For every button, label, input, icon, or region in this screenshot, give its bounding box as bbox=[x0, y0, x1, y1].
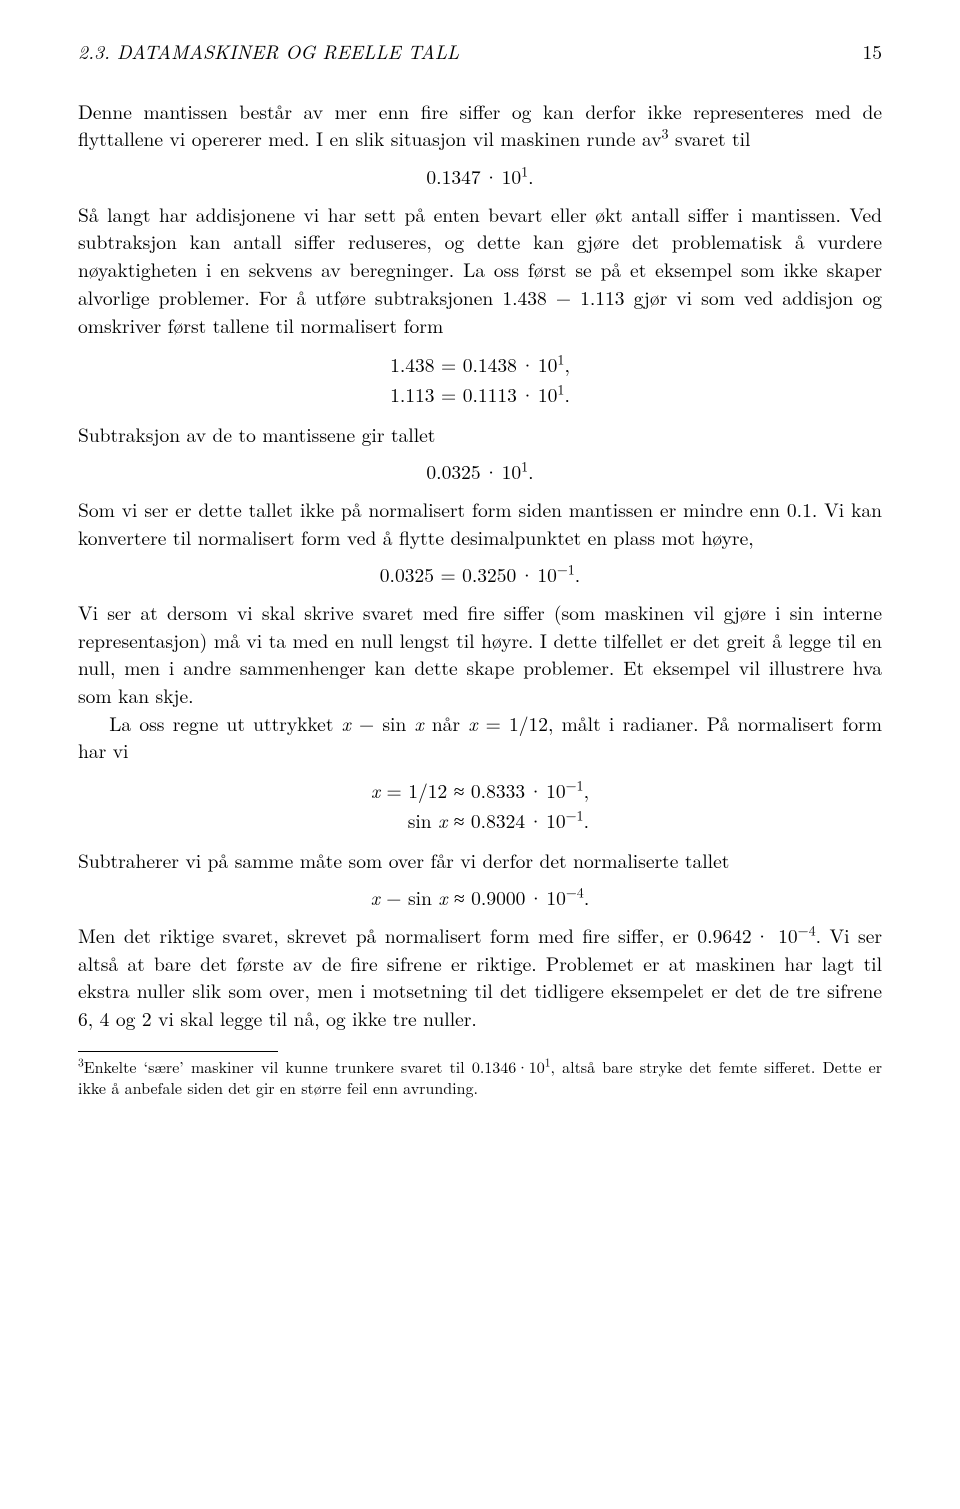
equation-block: x = 1/12 ≈ 0.8333·10−1, sin x ≈ 0.8324·1… bbox=[78, 775, 882, 836]
equation-block: 0.0325 = 0.3250·10−1. bbox=[78, 561, 882, 589]
text-run: La oss regne ut uttrykket bbox=[109, 709, 341, 737]
running-head-title: 2.3. DATAMASKINER OG REELLE TALL bbox=[78, 38, 459, 66]
footnote-marker: 3 bbox=[662, 124, 669, 144]
text-run: svaret til bbox=[669, 124, 751, 152]
equation: 0.0325·101. bbox=[426, 457, 533, 485]
equation: 1.113 = 0.1113·101. bbox=[390, 381, 570, 409]
equation: 0.1347·101. bbox=[426, 162, 533, 190]
equation-block: 1.438 = 0.1438·101, 1.113 = 0.1113·101. bbox=[78, 349, 882, 410]
paragraph: Subtraherer vi på samme måte som over få… bbox=[78, 847, 882, 875]
footnote-separator bbox=[78, 1051, 278, 1052]
equation-block: x − sin x ≈ 0.9000·10−4. bbox=[78, 884, 882, 912]
math-inline: x bbox=[342, 709, 351, 737]
equation: 0.0325 = 0.3250·10−1. bbox=[380, 560, 580, 588]
text-run: når bbox=[424, 709, 469, 737]
paragraph: La oss regne ut uttrykket x − sin x når … bbox=[78, 710, 882, 765]
footnote-label: 3 bbox=[78, 1054, 84, 1070]
paragraph: Men det riktige svaret, skrevet på norma… bbox=[78, 922, 882, 1033]
text-run: Denne mantissen består av mer enn fire s… bbox=[78, 97, 882, 153]
footnote: 3Enkelte ‘sære’ maskiner vil kunne trunk… bbox=[78, 1056, 882, 1099]
paragraph: Subtraksjon av de to mantissene gir tall… bbox=[78, 421, 882, 449]
equation: x = 1/12 ≈ 0.8333·10−1, bbox=[371, 777, 589, 805]
page-number: 15 bbox=[862, 38, 882, 66]
equation-block: 0.0325·101. bbox=[78, 458, 882, 486]
equation: x − sin x ≈ 0.9000·10−4. bbox=[371, 883, 590, 911]
paragraph: Denne mantissen består av mer enn fire s… bbox=[78, 98, 882, 153]
equation: sin x ≈ 0.8324·10−1. bbox=[371, 807, 589, 835]
equation-block: 0.1347·101. bbox=[78, 163, 882, 191]
paragraph: Som vi ser er dette tallet ikke på norma… bbox=[78, 496, 882, 551]
paragraph: Vi ser at dersom vi skal skrive svaret m… bbox=[78, 599, 882, 710]
math-inline: x bbox=[468, 709, 477, 737]
equation: 1.438 = 0.1438·101, bbox=[390, 351, 570, 379]
paragraph: Så langt har addisjonene vi har sett på … bbox=[78, 201, 882, 339]
